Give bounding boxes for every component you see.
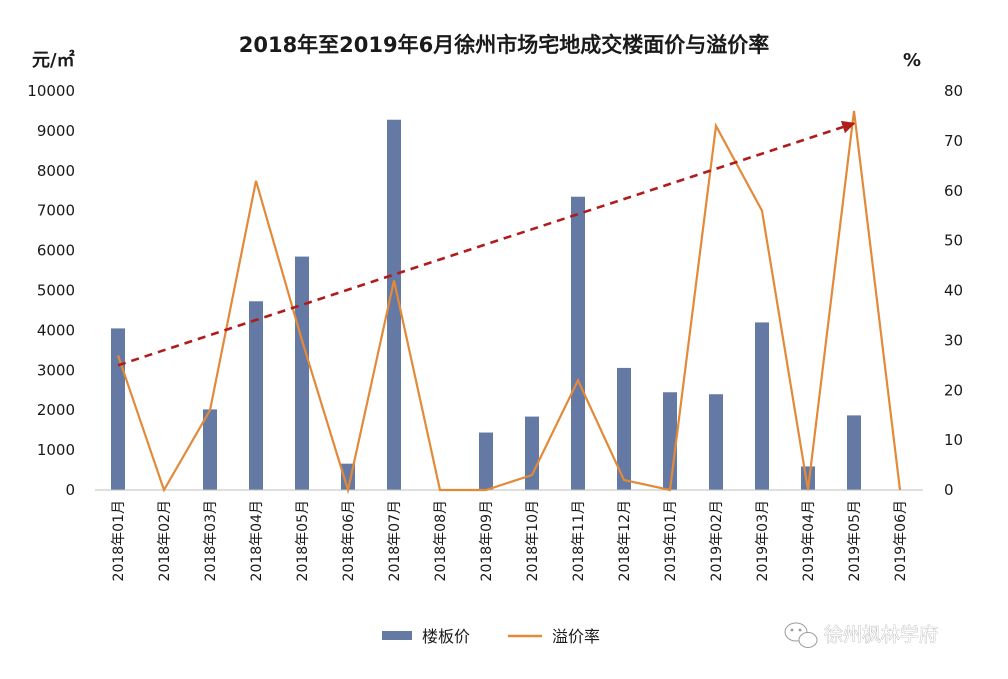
bar-9 bbox=[525, 416, 539, 490]
trend-arrow bbox=[117, 120, 856, 367]
right-tick-label: 10 bbox=[944, 431, 963, 449]
premium-rate-line bbox=[116, 110, 902, 495]
bar-8 bbox=[479, 432, 493, 490]
x-axis-labels: 2018年01月 2018年02月 2018年03月 2018年04月 2018年05月… bbox=[111, 500, 909, 581]
right-tick-label: 80 bbox=[944, 82, 963, 100]
left-tick-label: 10000 bbox=[27, 82, 75, 100]
category-label: 2018年04月 bbox=[249, 500, 265, 581]
wechat-icon bbox=[784, 622, 818, 648]
category-label: 2019年05月 bbox=[847, 500, 863, 581]
bar-13 bbox=[709, 394, 723, 490]
bar-14 bbox=[755, 322, 769, 490]
category-label: 2018年11月 bbox=[571, 500, 587, 581]
right-tick-label: 20 bbox=[944, 381, 963, 399]
legend-label-bar: 楼板价 bbox=[422, 627, 470, 646]
left-tick-label: 8000 bbox=[37, 162, 75, 180]
left-axis-ticks: 0 1000 2000 3000 4000 5000 6000 7000 8000 9000 100… bbox=[27, 82, 75, 499]
category-label: 2019年03月 bbox=[755, 500, 771, 581]
left-tick-label: 7000 bbox=[37, 202, 75, 220]
watermark: 徐州枫林学府 bbox=[784, 622, 938, 648]
left-tick-label: 2000 bbox=[37, 401, 75, 419]
category-label: 2018年06月 bbox=[341, 500, 357, 581]
bar-3 bbox=[249, 301, 263, 490]
category-label: 2018年05月 bbox=[295, 500, 311, 581]
bar-11 bbox=[617, 367, 631, 490]
legend-label-line: 溢价率 bbox=[552, 627, 600, 646]
right-tick-label: 70 bbox=[944, 132, 963, 150]
bar-16 bbox=[847, 415, 861, 490]
category-label: 2018年02月 bbox=[157, 500, 173, 581]
right-tick-label: 30 bbox=[944, 331, 963, 349]
category-label: 2019年06月 bbox=[893, 500, 909, 581]
left-tick-label: 5000 bbox=[37, 282, 75, 300]
left-tick-label: 3000 bbox=[37, 361, 75, 379]
right-tick-label: 0 bbox=[944, 481, 954, 499]
category-label: 2018年09月 bbox=[479, 500, 495, 581]
left-tick-label: 1000 bbox=[37, 441, 75, 459]
category-label: 2018年10月 bbox=[525, 500, 541, 581]
category-label: 2019年01月 bbox=[663, 500, 679, 581]
left-axis-unit: 元/㎡ bbox=[32, 49, 75, 71]
bar-4 bbox=[295, 256, 309, 490]
legend-swatch-bar bbox=[382, 631, 412, 640]
bar-6 bbox=[387, 119, 401, 490]
watermark-text: 徐州枫林学府 bbox=[824, 624, 938, 646]
bar-12 bbox=[663, 392, 677, 490]
right-tick-label: 60 bbox=[944, 182, 963, 200]
category-label: 2018年01月 bbox=[111, 500, 127, 581]
legend: 楼板价 溢价率 bbox=[382, 627, 600, 646]
category-label: 2018年08月 bbox=[433, 500, 449, 581]
category-label: 2019年04月 bbox=[801, 500, 817, 581]
bar-2 bbox=[203, 409, 217, 490]
left-tick-label: 4000 bbox=[37, 321, 75, 339]
right-axis-unit: % bbox=[903, 50, 921, 71]
bar-0 bbox=[111, 328, 125, 490]
category-label: 2018年03月 bbox=[203, 500, 219, 581]
bar-10 bbox=[571, 196, 585, 491]
price-bars bbox=[111, 119, 861, 491]
right-tick-label: 40 bbox=[944, 282, 963, 300]
right-axis-ticks: 0 10 20 30 40 50 60 70 80 bbox=[944, 82, 963, 499]
category-label: 2018年12月 bbox=[617, 500, 633, 581]
chart-title: 2018年至2019年6月徐州市场宅地成交楼面价与溢价率 bbox=[239, 33, 770, 57]
left-tick-label: 9000 bbox=[37, 122, 75, 140]
left-tick-label: 6000 bbox=[37, 242, 75, 260]
category-label: 2019年02月 bbox=[709, 500, 725, 581]
left-tick-label: 0 bbox=[65, 481, 75, 499]
category-label: 2018年07月 bbox=[387, 500, 403, 581]
right-tick-label: 50 bbox=[944, 232, 963, 250]
